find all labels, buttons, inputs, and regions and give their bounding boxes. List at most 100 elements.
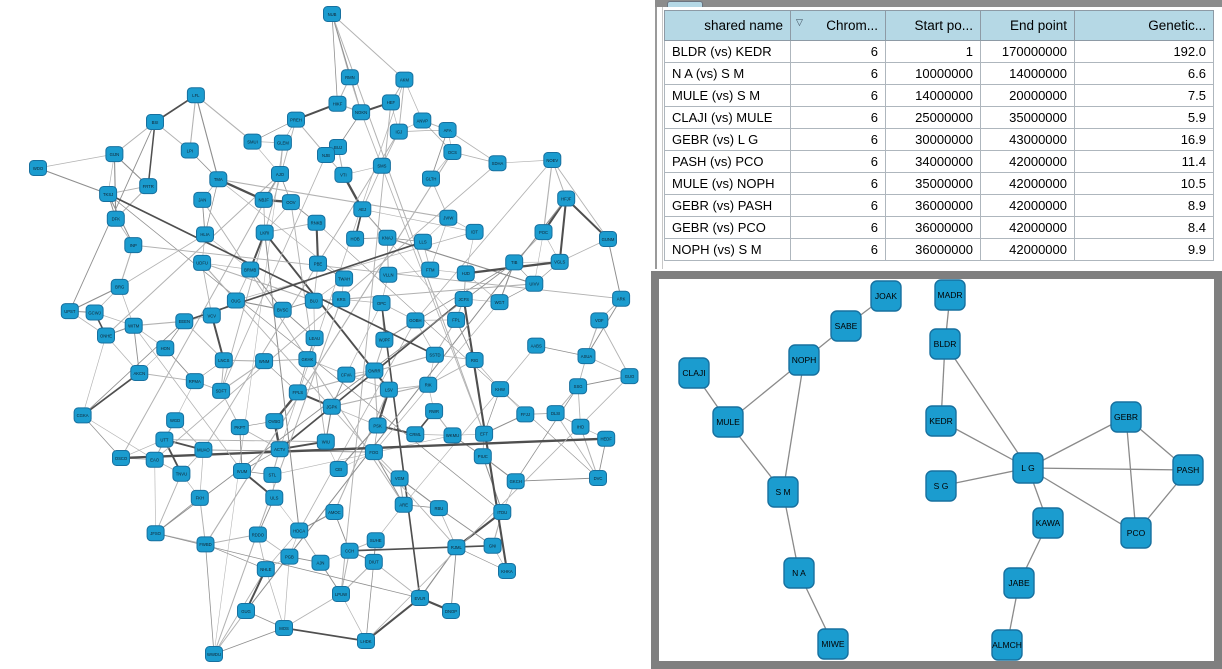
network-edge[interactable]: [362, 209, 457, 321]
cell-value[interactable]: 6: [790, 106, 886, 129]
network-node[interactable]: WDO: [29, 160, 47, 176]
detail-node-bldr[interactable]: BLDR: [929, 328, 961, 360]
cell-shared-name[interactable]: PASH (vs) PCO: [664, 150, 791, 173]
network-node[interactable]: IDT: [465, 223, 484, 240]
network-node[interactable]: FOG: [364, 444, 383, 461]
network-edge[interactable]: [349, 544, 493, 552]
network-node[interactable]: GLEM: [273, 134, 292, 151]
cell-value[interactable]: 42000000: [980, 238, 1075, 261]
network-node[interactable]: LKRI: [255, 224, 274, 241]
network-node[interactable]: GIJN: [105, 146, 124, 163]
network-edge[interactable]: [205, 544, 215, 655]
network-node[interactable]: FPL: [447, 311, 466, 328]
network-node[interactable]: WWDU: [205, 646, 223, 662]
network-node[interactable]: WJPF: [375, 331, 394, 348]
network-edge[interactable]: [164, 439, 326, 443]
cell-value[interactable]: 6: [790, 84, 886, 107]
network-node[interactable]: HEDF: [597, 430, 616, 447]
network-edge[interactable]: [105, 173, 281, 336]
network-edge[interactable]: [283, 556, 290, 629]
network-edge[interactable]: [82, 335, 107, 416]
cell-value[interactable]: 1: [885, 40, 981, 63]
network-node[interactable]: SUHE: [366, 532, 385, 549]
network-node[interactable]: CRML: [406, 426, 425, 443]
network-node[interactable]: BVSC: [273, 301, 292, 318]
cell-value[interactable]: 6: [790, 172, 886, 195]
filter-icon[interactable]: ▽: [796, 17, 803, 27]
network-node[interactable]: STL: [263, 466, 282, 483]
cell-shared-name[interactable]: GEBR (vs) PASH: [664, 194, 791, 217]
network-node[interactable]: ULS: [265, 489, 284, 506]
network-node[interactable]: BUJ: [304, 292, 323, 309]
cell-value[interactable]: 36000000: [885, 216, 981, 239]
network-node[interactable]: ONRR: [365, 362, 384, 379]
network-node[interactable]: UDFU: [193, 254, 212, 271]
network-edge[interactable]: [365, 561, 375, 642]
network-node[interactable]: GCWJ: [85, 304, 104, 321]
network-node[interactable]: IVUM: [233, 463, 251, 479]
network-edge[interactable]: [195, 94, 253, 143]
network-node[interactable]: AKCN: [130, 365, 149, 381]
column-header-chrom-[interactable]: ▽ Chrom...: [790, 10, 886, 41]
network-node[interactable]: ARE: [394, 496, 413, 513]
network-node[interactable]: DNOP: [442, 603, 460, 619]
table-row[interactable]: GEBR (vs) PCO 6 36000000 42000000 8.4: [664, 216, 1214, 239]
network-node[interactable]: AMOC: [325, 504, 344, 520]
network-edge[interactable]: [133, 325, 243, 472]
network-edge[interactable]: [555, 412, 599, 479]
table-row[interactable]: BLDR (vs) KEDR 6 1 170000000 192.0: [664, 40, 1214, 63]
cell-shared-name[interactable]: NOPH (vs) S M: [664, 238, 791, 261]
network-node[interactable]: RMN: [340, 69, 359, 86]
network-node[interactable]: HLIA: [196, 226, 214, 243]
detail-node-l-g[interactable]: L G: [1012, 452, 1044, 484]
network-node[interactable]: DFK: [106, 210, 125, 227]
network-edge[interactable]: [202, 131, 400, 451]
network-node[interactable]: JAN: [193, 191, 212, 208]
cell-value[interactable]: 42000000: [980, 216, 1075, 239]
network-node[interactable]: HJD: [456, 265, 475, 282]
network-edge[interactable]: [184, 241, 424, 323]
network-node[interactable]: GNI: [483, 537, 502, 554]
network-node[interactable]: PREH: [287, 111, 305, 128]
network-node[interactable]: TKSJ: [99, 186, 118, 202]
network-node[interactable]: KHKA: [498, 563, 516, 579]
cell-value[interactable]: 8.4: [1074, 216, 1214, 239]
network-node[interactable]: EEEN: [175, 313, 194, 330]
network-node[interactable]: CGKA: [73, 407, 92, 424]
network-node[interactable]: BRMB: [241, 261, 260, 278]
cell-value[interactable]: 6: [790, 62, 886, 85]
network-node[interactable]: EVLR: [411, 590, 429, 606]
cell-shared-name[interactable]: N A (vs) S M: [664, 62, 791, 85]
network-edge[interactable]: [272, 435, 453, 476]
network-node[interactable]: AJO: [271, 166, 289, 182]
network-node[interactable]: JCFS: [454, 291, 473, 307]
network-edge[interactable]: [515, 477, 599, 482]
network-node[interactable]: DVC: [589, 470, 607, 486]
cell-value[interactable]: 10.5: [1074, 172, 1214, 195]
cell-value[interactable]: 6: [790, 128, 886, 151]
detail-node-claji[interactable]: CLAJI: [678, 357, 710, 389]
network-node[interactable]: PKPT: [230, 419, 249, 436]
network-node[interactable]: SSTD: [425, 346, 444, 363]
network-node[interactable]: NOKN: [352, 104, 371, 121]
cell-shared-name[interactable]: MULE (vs) S M: [664, 84, 791, 107]
cell-value[interactable]: 35000000: [885, 172, 981, 195]
cell-shared-name[interactable]: GEBR (vs) PCO: [664, 216, 791, 239]
network-node[interactable]: FRTR: [139, 178, 158, 195]
cell-value[interactable]: 7.5: [1074, 84, 1214, 107]
network-node[interactable]: GUO: [620, 368, 639, 385]
network-node[interactable]: HOB: [346, 230, 365, 247]
table-row[interactable]: MULE (vs) S M 6 14000000 20000000 7.5: [664, 84, 1214, 107]
network-node[interactable]: LPI: [180, 142, 199, 159]
cell-value[interactable]: 42000000: [980, 172, 1075, 195]
detail-node-gebr[interactable]: GEBR: [1110, 401, 1142, 433]
network-node[interactable]: INP: [124, 237, 143, 254]
network-node[interactable]: NUB: [323, 6, 341, 22]
network-edge[interactable]: [139, 372, 195, 382]
cell-value[interactable]: 10000000: [885, 62, 981, 85]
network-edge[interactable]: [204, 179, 219, 235]
cell-value[interactable]: 9.9: [1074, 238, 1214, 261]
network-node[interactable]: TMA: [209, 171, 228, 188]
cell-value[interactable]: 36000000: [885, 238, 981, 261]
network-node[interactable]: TNVU: [172, 465, 191, 482]
